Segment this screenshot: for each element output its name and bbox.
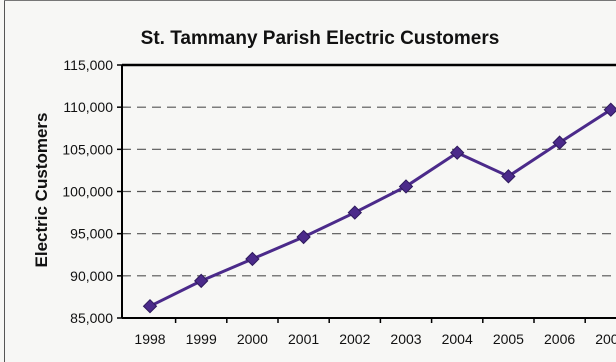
x-tick-label: 2007 (595, 331, 616, 347)
y-tick-label: 85,000 (70, 310, 113, 326)
x-tick-label: 2004 (442, 331, 473, 347)
y-tick-label: 105,000 (62, 141, 113, 157)
data-point-marker (449, 145, 465, 160)
y-tick-label: 110,000 (63, 99, 113, 115)
data-point-marker (193, 273, 209, 289)
x-tick-label: 1999 (186, 331, 217, 347)
tick-labels: 85,000 90,000 95,000 100,000 105,000 110,000 1… (62, 57, 616, 347)
data-point-marker (245, 251, 260, 267)
x-tick-label: 2003 (390, 331, 421, 347)
gridlines (122, 106, 616, 277)
data-point-marker (552, 135, 567, 150)
data-point-marker (296, 229, 311, 245)
axes (117, 63, 616, 323)
series-line (149, 108, 612, 308)
data-point-marker (603, 102, 616, 117)
x-tick-label: 2002 (339, 331, 370, 347)
data-point-marker (142, 298, 158, 314)
x-tick-label: 2006 (544, 331, 575, 347)
x-tick-label: 1998 (134, 331, 165, 347)
x-tick-label: 2005 (493, 331, 524, 347)
y-axis-label: Electric Customers (32, 113, 51, 268)
y-tick-label: 115,000 (63, 57, 113, 73)
y-tick-label: 100,000 (62, 184, 113, 200)
data-point-marker (398, 179, 414, 194)
y-tick-label: 95,000 (70, 226, 113, 242)
scan-border-left (4, 0, 5, 362)
data-point-marker (347, 205, 363, 220)
y-tick-label: 90,000 (70, 268, 113, 284)
data-point-marker (501, 169, 516, 184)
x-tick-label: 2000 (237, 331, 268, 347)
chart-title: St. Tammany Parish Electric Customers (141, 28, 500, 49)
series-layer (142, 102, 616, 314)
scan-border-top (4, 0, 616, 1)
x-tick-label: 2001 (288, 331, 319, 347)
